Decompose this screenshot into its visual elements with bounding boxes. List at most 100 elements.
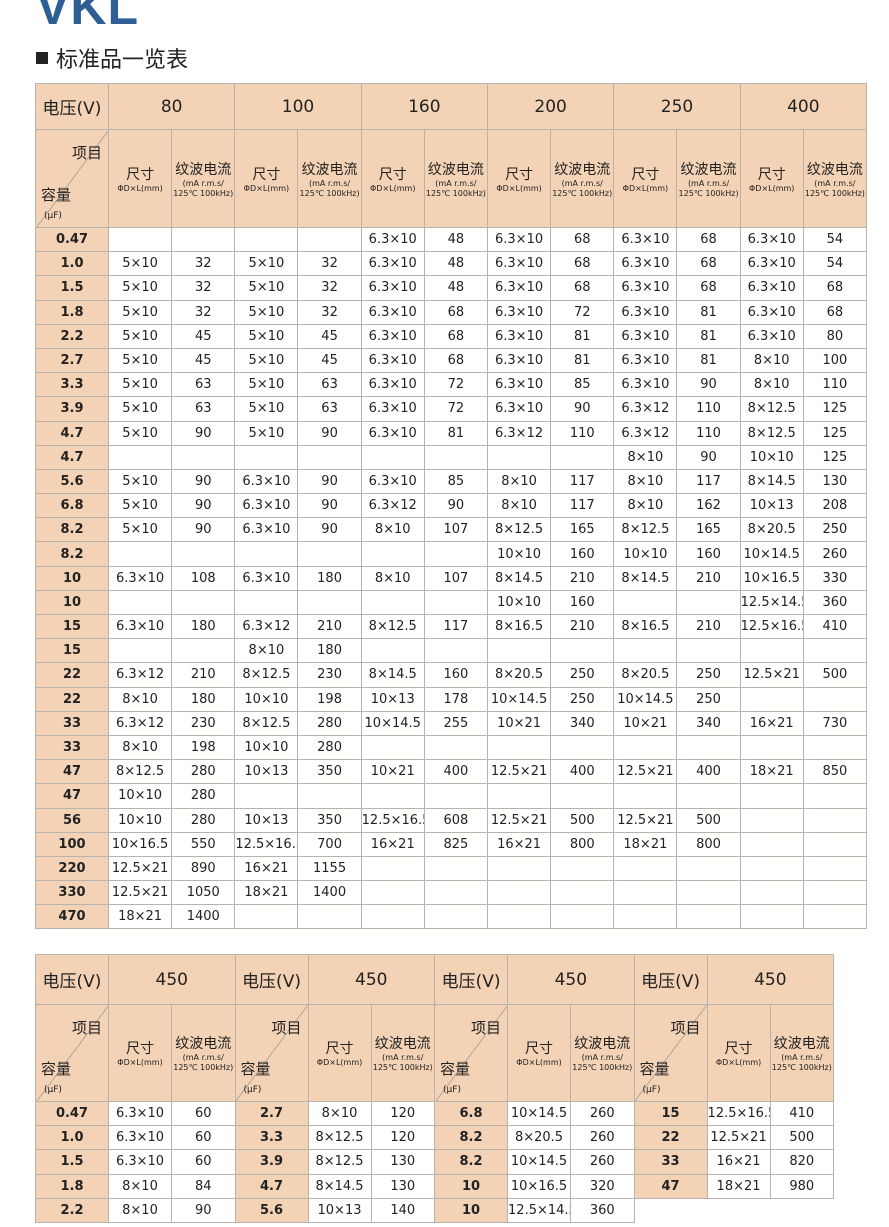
size-cell: 6.3×10: [613, 372, 678, 398]
ripple-cell: 90: [171, 468, 236, 495]
size-cell: 5×10: [107, 396, 173, 422]
ripple-cell: 120: [370, 1125, 436, 1151]
capacity-cell: 6.8: [434, 1100, 509, 1127]
ripple-cell: 210: [550, 565, 615, 591]
ripple-header: 纹波电流 (mA r.m.s/125℃ 100kHz): [676, 129, 741, 228]
capacity-cell: 10: [434, 1197, 509, 1223]
size-cell: [739, 831, 804, 857]
table-row: 8.2 10×10 160 10×10 160 10×14.5 260: [35, 541, 867, 567]
size-cell: 6.3×10: [360, 299, 425, 325]
voltage-label: 电压(V): [234, 954, 309, 1005]
size-cell: 10×21: [613, 710, 678, 736]
size-cell: 5×10: [107, 372, 173, 398]
ripple-cell: 180: [297, 638, 362, 664]
size-cell: 6.3×10: [486, 323, 552, 349]
voltage-label: 电压(V): [35, 83, 109, 130]
voltage-header: 450: [108, 954, 236, 1005]
size-header: 尺寸 ΦD×L(mm): [706, 1004, 771, 1102]
ripple-unit-1: (mA r.m.s/: [687, 178, 730, 188]
size-cell: 10×14.5: [613, 686, 678, 712]
ripple-label: 纹波电流: [554, 161, 611, 178]
capacity-cell: 0.47: [35, 226, 109, 253]
ripple-header: 纹波电流 (mA r.m.s/125℃ 100kHz): [802, 129, 867, 228]
size-cell: [107, 638, 173, 664]
size-label: 尺寸: [631, 166, 660, 183]
size-cell: 16×21: [739, 710, 804, 736]
size-cell: [107, 541, 173, 567]
capacity-cell: 33: [35, 710, 109, 736]
ripple-cell: 550: [171, 831, 236, 857]
table-row: 56 10×10 280 10×13 350 12.5×16.5 608 12.5×21 500…: [35, 807, 867, 833]
size-cell: [234, 904, 299, 930]
size-label: 尺寸: [126, 166, 155, 183]
ripple-cell: 180: [297, 565, 362, 591]
size-cell: [234, 226, 299, 253]
size-cell: [613, 880, 678, 906]
capacity-cell: 8.2: [35, 517, 109, 543]
ripple-cell: [423, 638, 488, 664]
ripple-cell: 68: [423, 299, 488, 325]
table-row: 2.7 5×10 45 5×10 45 6.3×10 68 6.3×10 81 6.3×10 81 8…: [35, 347, 867, 374]
size-cell: [360, 444, 425, 470]
table-row: 100 10×16.5 550 12.5×16.5 700 16×21 825 16×21 80…: [35, 831, 867, 857]
ripple-cell: 250: [676, 686, 741, 712]
size-cell: 5×10: [107, 347, 173, 374]
voltage-header: 250: [613, 83, 741, 130]
ripple-header: 纹波电流 (mA r.m.s/125℃ 100kHz): [570, 1004, 635, 1102]
ripple-cell: 68: [550, 226, 615, 253]
table-row: 33 6.3×12 230 8×12.5 280 10×14.5 255 10×21 340 10…: [35, 710, 867, 736]
size-cell: 6.3×10: [739, 323, 804, 349]
ripple-cell: [171, 444, 236, 470]
size-cell: 10×14.5: [507, 1149, 572, 1175]
section-title: 标准品一览表: [36, 42, 188, 74]
size-cell: [360, 855, 425, 882]
size-cell: [739, 638, 804, 664]
size-cell: [234, 783, 299, 809]
size-cell: 6.3×12: [360, 493, 425, 519]
ripple-cell: [676, 589, 741, 616]
size-label: 尺寸: [505, 166, 534, 183]
capacity-label: 容量: [41, 186, 72, 204]
size-cell: 6.3×10: [739, 275, 804, 301]
size-cell: 5×10: [234, 396, 299, 422]
ripple-unit-1: (mA r.m.s/: [308, 178, 351, 188]
ripple-cell: 68: [550, 275, 615, 301]
ripple-cell: 81: [676, 347, 741, 374]
size-unit: ΦD×L(mm): [715, 1058, 762, 1067]
size-cell: 8×10: [739, 347, 804, 374]
size-cell: 8×10: [107, 686, 173, 712]
capacity-label: 容量: [639, 1060, 670, 1078]
size-cell: 10×14.5: [507, 1100, 572, 1127]
ripple-unit-2: 125℃ 100kHz): [771, 1063, 832, 1072]
ripple-cell: 210: [676, 565, 741, 591]
ripple-cell: 260: [570, 1125, 635, 1151]
size-cell: 6.3×10: [108, 1149, 172, 1175]
capacity-label: 容量: [440, 1060, 471, 1078]
ripple-cell: 890: [171, 855, 236, 882]
capacity-cell: 1.8: [35, 299, 109, 325]
size-cell: 16×21: [486, 831, 552, 857]
table-row: 470 18×21 1400: [35, 904, 867, 930]
size-cell: 12.5×14.5: [507, 1197, 572, 1223]
size-label: 尺寸: [724, 1041, 753, 1057]
size-cell: 8×14.5: [613, 565, 678, 591]
table-row: 4.7 5×10 90 5×10 90 6.3×10 81 6.3×12 110 6.3×12 11…: [35, 420, 867, 446]
capacity-cell: 1.0: [35, 1125, 109, 1151]
size-header: 尺寸 ΦD×L(mm): [613, 129, 678, 228]
ripple-cell: 90: [171, 420, 236, 446]
size-cell: [739, 904, 804, 930]
ripple-cell: 100: [802, 347, 867, 374]
capacity-cell: 3.9: [35, 396, 109, 422]
ripple-cell: 85: [550, 372, 615, 398]
item-label: 项目: [71, 1019, 102, 1037]
size-cell: 6.3×10: [486, 396, 552, 422]
capacity-cell: 22: [633, 1125, 708, 1151]
ripple-cell: 80: [802, 323, 867, 349]
size-cell: 16×21: [234, 855, 299, 882]
capacity-cell: 8.2: [434, 1149, 509, 1175]
ripple-cell: 81: [676, 323, 741, 349]
ripple-cell: 85: [423, 468, 488, 495]
ripple-cell: 60: [171, 1149, 236, 1175]
ripple-cell: 140: [370, 1197, 436, 1223]
size-cell: 10×10: [234, 734, 299, 761]
